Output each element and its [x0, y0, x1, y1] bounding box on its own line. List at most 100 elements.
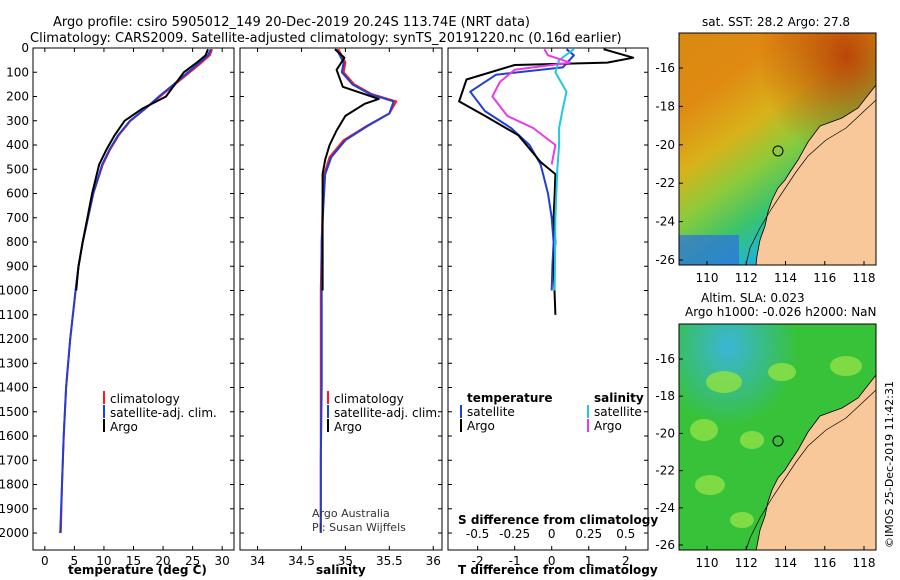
figure-title-line2: Climatology: CARS2009. Satellite-adjuste…: [30, 31, 622, 46]
sst-map: sat. SST: 28.2 Argo: 27.8 110 112 114 116 11…: [655, 15, 877, 285]
series-line-climatology: [59, 48, 214, 534]
map-x-tick-label: 110: [696, 556, 719, 570]
depth-tick-label: 600: [6, 187, 29, 201]
map-y-tick-label: -16: [655, 352, 675, 366]
x-tick-label: 0: [41, 554, 49, 568]
legend-s-argo: Argo: [594, 419, 622, 433]
depth-tick-label: 1200: [0, 332, 29, 346]
sst-cool-patch: [679, 235, 739, 265]
salinity-axis-label: salinity: [316, 563, 366, 577]
x-tick-label: 15: [126, 554, 141, 568]
map-y-tick-label: -22: [655, 464, 675, 478]
legend-t-satellite: satellite: [467, 405, 515, 419]
sst-shelf-contour: [745, 99, 877, 266]
map-x-tick-label: 116: [813, 271, 836, 285]
depth-tick-label: 1600: [0, 429, 29, 443]
series-line-s-satellite: [553, 48, 575, 291]
legend-argo: Argo: [334, 420, 362, 434]
depth-tick-label: 1900: [0, 502, 29, 516]
legend-argo: Argo: [110, 420, 138, 434]
depth-tick-label: 1400: [0, 381, 29, 395]
salinity-series: [319, 48, 398, 533]
x2-tick-label: 0.5: [616, 527, 635, 541]
map-x-tick-label: 112: [735, 556, 758, 570]
map-x-tick-label: 118: [853, 556, 876, 570]
x-axis-ticks: 0 5 10 15 20 25 30 34 34.5 35 35.5 36 -2 -1 0 1 2 -0.5 -0.…: [41, 48, 635, 568]
legend-climatology: climatology: [110, 392, 180, 406]
sla-map-title1: Altim. SLA: 0.023: [701, 291, 805, 305]
depth-tick-label: 1500: [0, 405, 29, 419]
map-y-tick-label: -18: [655, 389, 675, 403]
imos-stamp: ©IMOS 25-Dec-2019 11:42:31: [883, 381, 896, 548]
x2-tick-label: 0: [548, 527, 556, 541]
x-tick-label: 2: [622, 554, 630, 568]
series-line-climatology: [319, 48, 398, 533]
sst-map-ticks: 110 112 114 116 118 -16 -18 -20 -22 -24 -26: [655, 61, 875, 285]
legend-s-satellite: satellite: [594, 405, 642, 419]
x-tick-label: 34: [250, 554, 265, 568]
series-line-satellite-adj-clim-: [59, 48, 212, 534]
depth-tick-label: 0: [21, 41, 29, 55]
map-x-tick-label: 110: [696, 271, 719, 285]
x-tick-label: -1: [509, 554, 521, 568]
depth-tick-label: 2000: [0, 526, 29, 540]
s-difference-axis-label: S difference from climatology: [458, 513, 658, 527]
depth-tick-label: 500: [6, 162, 29, 176]
x-tick-label: 30: [215, 554, 230, 568]
series-line-t-argo: [458, 48, 635, 315]
t-difference-axis-label: T difference from climatology: [458, 563, 658, 577]
difference-series: [458, 48, 635, 315]
sst-argo-marker: [772, 145, 784, 157]
depth-tick-label: 1700: [0, 453, 29, 467]
x-tick-label: 35: [338, 554, 353, 568]
x-tick-label: 5: [71, 554, 79, 568]
series-line-argo: [75, 48, 209, 291]
map-x-tick-label: 116: [813, 556, 836, 570]
x-tick-label: 35.5: [376, 554, 403, 568]
sst-map-title: sat. SST: 28.2 Argo: 27.8: [702, 15, 850, 29]
map-y-tick-label: -18: [655, 99, 675, 113]
legend-temperature-title: temperature: [467, 391, 552, 405]
series-line-t-satellite: [469, 48, 575, 291]
sla-argo-marker: [772, 435, 784, 447]
series-line-s-argo: [491, 48, 572, 165]
map-y-tick-label: -24: [655, 215, 675, 229]
sst-land: [755, 83, 877, 266]
sla-map-frame: [678, 323, 877, 551]
sla-map: Altim. SLA: 0.023 Argo h1000: -0.026 h20…: [655, 291, 876, 570]
map-y-tick-label: -22: [655, 176, 675, 190]
x-tick-label: 1: [585, 554, 593, 568]
depth-tick-label: 400: [6, 138, 29, 152]
x-tick-label: 20: [155, 554, 170, 568]
depth-tick-label: 900: [6, 259, 29, 273]
legend-climatology: climatology: [334, 392, 404, 406]
depth-tick-label: 1000: [0, 284, 29, 298]
sla-map-ticks: 110 112 114 116 118 -16 -18 -20 -22 -24 -26: [655, 352, 875, 570]
x-tick-label: 34.5: [288, 554, 315, 568]
depth-tick-label: 300: [6, 114, 29, 128]
x2-tick-label: -0.25: [499, 527, 530, 541]
legend-t-argo: Argo: [467, 419, 495, 433]
sst-map-frame: [678, 32, 877, 266]
x2-tick-label: -0.5: [466, 527, 489, 541]
temperature-series: [59, 48, 214, 534]
figure-title-line1: Argo profile: csiro 5905012_149 20-Dec-2…: [53, 15, 530, 30]
sla-anomaly-blobs: [690, 356, 862, 528]
x-tick-label: 25: [185, 554, 200, 568]
map-y-tick-label: -26: [655, 253, 675, 267]
depth-tick-label: 1800: [0, 478, 29, 492]
salinity-panel-frame: [239, 47, 443, 551]
map-x-tick-label: 114: [774, 271, 797, 285]
map-y-tick-label: -16: [655, 61, 675, 75]
map-y-tick-label: -20: [655, 138, 675, 152]
depth-tick-label: 100: [6, 65, 29, 79]
depth-axis: 0 100 200 300 400 500 600 700 800 900 1000 1100 1200…: [0, 41, 648, 540]
credit-line2: PI: Susan Wijffels: [312, 521, 406, 534]
depth-tick-label: 800: [6, 235, 29, 249]
depth-tick-label: 1300: [0, 356, 29, 370]
series-line-satellite-adj-clim-: [319, 48, 395, 533]
x-tick-label: 0: [548, 554, 556, 568]
x-tick-label: 36: [426, 554, 441, 568]
legend-satellite: satellite-adj. clim.: [334, 406, 441, 420]
